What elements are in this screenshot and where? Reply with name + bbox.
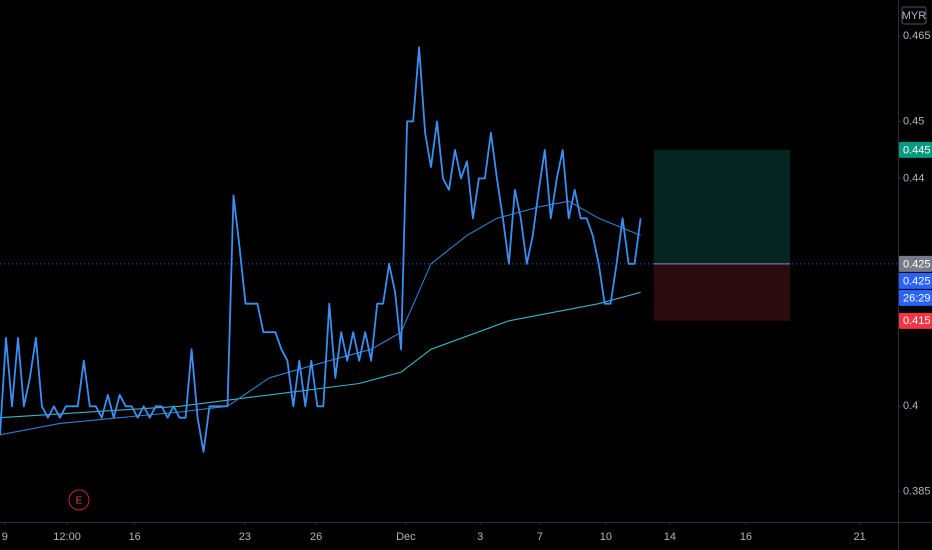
x-tick-label: 14 — [664, 531, 676, 543]
price-badge-label: 0.415 — [903, 315, 931, 327]
currency-box[interactable] — [901, 6, 927, 25]
x-tick-label: 16 — [740, 531, 752, 543]
price-badge — [899, 272, 932, 289]
price-badge-label: 0.445 — [903, 144, 931, 156]
x-tick-label: 21 — [854, 531, 866, 543]
y-tick-label: 0.385 — [903, 486, 931, 498]
y-tick-label: 0.465 — [903, 30, 931, 42]
target-zone — [653, 149, 791, 264]
event-marker: E — [76, 496, 83, 507]
x-tick-label: 26 — [310, 531, 322, 543]
x-tick-label: Dec — [396, 531, 416, 543]
x-tick-label: 10 — [600, 531, 612, 543]
price-badge — [899, 141, 932, 158]
x-tick-label: 3 — [477, 531, 483, 543]
price-badge — [899, 312, 932, 329]
x-tick-label: 9 — [2, 531, 8, 543]
series-line — [0, 291, 641, 419]
x-tick-label: 16 — [129, 531, 141, 543]
y-tick-label: 0.4 — [903, 400, 918, 412]
x-tick-label: 23 — [239, 531, 251, 543]
currency: MYR — [902, 10, 927, 22]
countdown-label: 26:29 — [903, 292, 931, 304]
countdown-badge — [899, 289, 932, 306]
y-tick-label: 0.44 — [903, 172, 924, 184]
price-badge-label: 0.425 — [903, 258, 931, 270]
price-badge-label: 0.425 — [903, 275, 931, 287]
x-tick-label: 12:00 — [53, 531, 81, 543]
price-badge — [899, 255, 932, 272]
y-tick-label: 0.45 — [903, 115, 924, 127]
x-tick-label: 7 — [537, 531, 543, 543]
stop-zone — [653, 263, 791, 321]
event-circle[interactable] — [68, 489, 90, 511]
series-line — [0, 46, 642, 453]
